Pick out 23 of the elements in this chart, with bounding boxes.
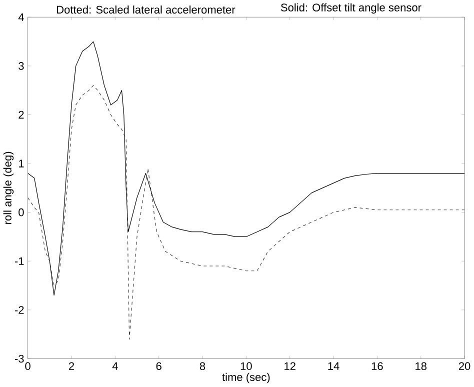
text: Solid: Offset tilt angle sensor <box>280 4 422 14</box>
y-tick-label: 3 <box>18 62 24 70</box>
x-tick-label: 12 <box>284 362 296 370</box>
x-tick-label: 14 <box>328 362 340 370</box>
y-tick-label: -3 <box>14 355 24 363</box>
x-tick-label: 16 <box>372 362 383 370</box>
y-tick-label: 2 <box>18 111 24 119</box>
x-axis-title: time (sec) <box>222 373 270 384</box>
x-tick-label: 4 <box>112 362 118 370</box>
x-tick-label: 2 <box>68 362 74 370</box>
y-tick-label: -2 <box>14 306 24 314</box>
y-tick-label: 0 <box>18 208 24 216</box>
x-tick-label: 0 <box>25 362 30 370</box>
text: Dotted: Scaled lateral accelerometer <box>57 6 236 14</box>
y-axis-title: roll angle (deg) <box>3 152 14 224</box>
x-tick-label: 6 <box>156 362 162 370</box>
y-tick-label: 4 <box>18 14 24 22</box>
x-tick-label: 10 <box>240 362 252 370</box>
x-tick-label: 20 <box>458 362 470 370</box>
y-tick-label: -1 <box>14 258 24 266</box>
x-tick-label: 8 <box>200 362 206 370</box>
y-tick-label: 1 <box>18 160 24 168</box>
x-tick-label: 18 <box>416 362 426 370</box>
